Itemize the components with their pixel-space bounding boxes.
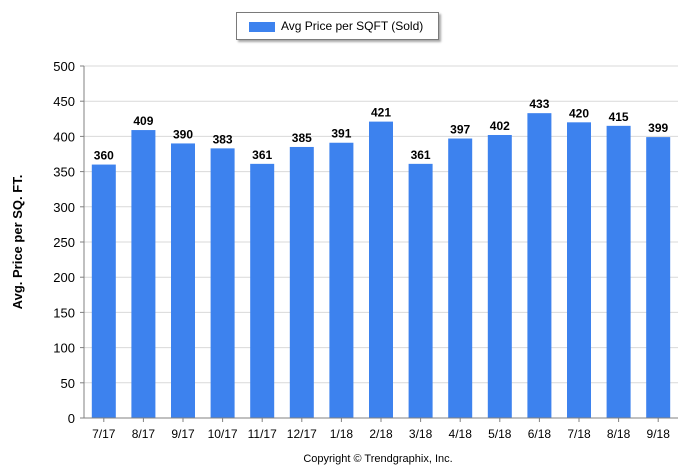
bar (91, 164, 116, 418)
data-label: 385 (292, 131, 312, 145)
data-label: 390 (173, 127, 193, 141)
axes: 0 50 100 150 200 250 300 350 400 450 500 7/17 8/17 9/… (53, 59, 678, 441)
bar (527, 113, 552, 418)
y-axis-title: Avg. Price per SQ. FT. (10, 175, 25, 310)
bars (91, 113, 671, 419)
data-labels: 360 409 390 383 361 385 391 421 361 397 402 433 420 4… (94, 97, 669, 162)
y-tick-label: 300 (53, 200, 75, 215)
y-tick-label: 0 (68, 411, 75, 426)
data-label: 415 (609, 110, 629, 124)
bar (646, 137, 671, 418)
data-label: 420 (569, 106, 589, 120)
x-tick-label: 7/17 (92, 427, 116, 441)
y-tick-label: 250 (53, 235, 75, 250)
legend-swatch (249, 22, 275, 32)
bar (329, 142, 354, 418)
bar (606, 125, 631, 418)
bar (567, 122, 591, 418)
y-tick-label: 350 (53, 165, 75, 180)
data-label: 383 (213, 132, 233, 146)
x-tick-label: 11/17 (248, 427, 277, 441)
x-tick-label: 9/18 (647, 427, 671, 441)
data-label: 397 (450, 123, 470, 137)
data-label: 399 (648, 121, 668, 135)
data-label: 402 (490, 119, 510, 133)
legend: Avg Price per SQFT (Sold) (236, 12, 439, 40)
x-tick-label: 3/18 (409, 427, 433, 441)
x-tick-label: 8/17 (132, 427, 156, 441)
y-tick-label: 100 (53, 341, 75, 356)
data-label: 360 (94, 149, 114, 163)
bar (171, 143, 195, 418)
x-tick-label: 1/18 (330, 427, 354, 441)
y-tick-label: 450 (53, 94, 75, 109)
y-tick-label: 400 (53, 129, 75, 144)
data-label: 361 (411, 148, 431, 162)
data-label: 433 (529, 97, 549, 111)
x-tick-label: 2/18 (369, 427, 393, 441)
legend-label: Avg Price per SQFT (Sold) (281, 19, 424, 33)
x-tick-label: 8/18 (607, 427, 631, 441)
x-tick-label: 4/18 (449, 427, 473, 441)
bar (250, 163, 275, 418)
bar (289, 146, 314, 418)
bar (487, 134, 512, 418)
bar (210, 148, 235, 419)
data-label: 391 (331, 127, 351, 141)
y-tick-label: 500 (53, 59, 75, 74)
data-label: 409 (133, 114, 153, 128)
y-tick-label: 50 (61, 376, 75, 391)
bar (448, 138, 473, 418)
data-label: 421 (371, 106, 391, 120)
bar (408, 163, 433, 418)
bar (131, 130, 156, 418)
x-tick-label: 9/17 (171, 427, 195, 441)
copyright-footer: Copyright © Trendgraphix, Inc. (303, 453, 452, 465)
y-tick-label: 150 (53, 305, 75, 320)
x-tick-label: 5/18 (488, 427, 512, 441)
x-tick-label: 10/17 (208, 427, 238, 441)
bar (369, 121, 393, 418)
x-tick-label: 7/18 (567, 427, 591, 441)
y-tick-label: 200 (53, 270, 75, 285)
data-label: 361 (252, 148, 272, 162)
x-tick-label: 6/18 (528, 427, 552, 441)
x-tick-label: 12/17 (287, 427, 317, 441)
